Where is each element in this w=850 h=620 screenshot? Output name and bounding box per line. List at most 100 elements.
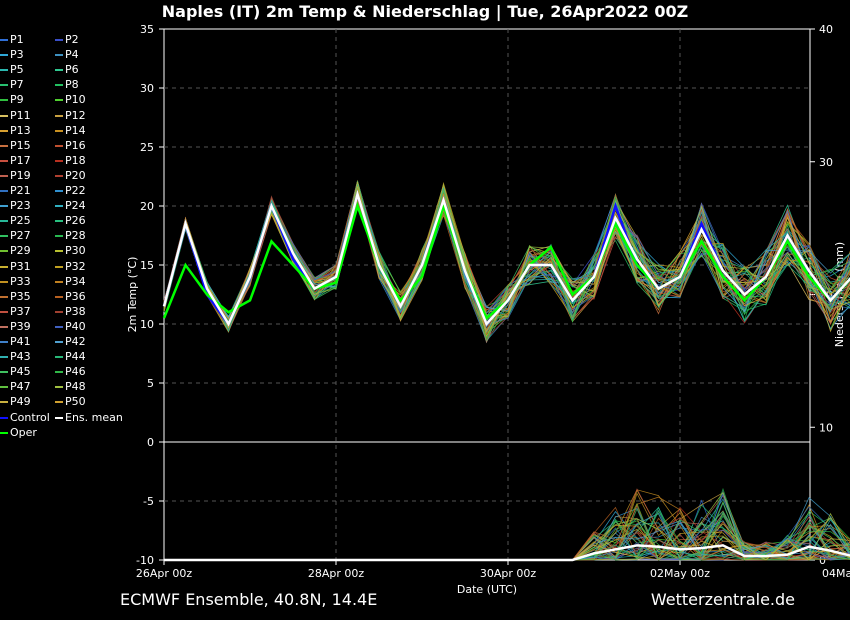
- series-ens-mean-precip: [164, 544, 850, 562]
- legend-label: P36: [65, 289, 86, 303]
- legend-item: P15: [0, 138, 31, 152]
- legend-item: P10: [55, 92, 86, 106]
- legend-label: P19: [10, 168, 31, 182]
- legend-label: P26: [65, 214, 86, 228]
- legend-label: P15: [10, 138, 31, 152]
- legend-item: P6: [55, 62, 79, 76]
- y-tick-label-right: 30: [819, 156, 833, 169]
- legend-item: P38: [55, 304, 86, 318]
- legend-swatch: [55, 54, 63, 57]
- legend-item: Ens. mean: [55, 410, 123, 424]
- legend-label: P47: [10, 380, 31, 394]
- legend-label: Ens. mean: [65, 410, 123, 424]
- legend-swatch: [0, 371, 8, 374]
- legend-label: P50: [65, 395, 86, 409]
- legend-label: P49: [10, 395, 31, 409]
- legend-label: P48: [65, 380, 86, 394]
- legend-label: P32: [65, 259, 86, 273]
- legend-label: P31: [10, 259, 31, 273]
- legend-label: P40: [65, 319, 86, 333]
- legend-swatch: [55, 114, 63, 117]
- y-tick-label-left: 20: [140, 200, 154, 213]
- legend-item: P35: [0, 289, 31, 303]
- legend-swatch: [0, 220, 8, 223]
- legend-label: P10: [65, 93, 86, 107]
- legend-label: P1: [10, 33, 24, 46]
- legend-swatch: [0, 356, 8, 359]
- legend-item: P34: [55, 274, 86, 288]
- x-tick-label: 26Apr 00z: [136, 567, 193, 580]
- legend-swatch: [55, 341, 63, 343]
- ensemble-member-line: [163, 197, 850, 326]
- legend-label: P46: [65, 365, 86, 379]
- legend-item: P29: [0, 243, 31, 257]
- legend-swatch: [0, 159, 8, 162]
- legend-label: P9: [10, 93, 24, 107]
- legend-swatch: [0, 280, 8, 283]
- x-tick-label: 28Apr 00z: [308, 567, 365, 580]
- legend-item: P27: [0, 228, 31, 242]
- legend-label: P2: [65, 33, 79, 46]
- legend-item: P46: [55, 364, 86, 378]
- legend-swatch: [0, 39, 8, 41]
- ensemble-member-precip: [164, 518, 850, 561]
- legend-swatch: [0, 401, 8, 404]
- series-ens-mean: [162, 189, 850, 327]
- legend-item: P49: [0, 394, 31, 408]
- footer-brand: Wetterzentrale.de: [650, 590, 795, 609]
- ensemble-member-line: [163, 182, 850, 333]
- legend-item: P31: [0, 259, 31, 273]
- legend-label: P43: [10, 350, 31, 364]
- legend-label: P3: [10, 48, 24, 62]
- y-tick-label-right: 10: [819, 421, 833, 434]
- legend-label: P7: [10, 78, 24, 92]
- legend-item: P39: [0, 319, 31, 333]
- legend-label: P8: [65, 78, 79, 92]
- legend-swatch: [55, 144, 63, 147]
- legend-item: P21: [0, 183, 31, 197]
- legend-swatch: [55, 190, 63, 192]
- legend-swatch: [55, 325, 63, 328]
- legend-item: P4: [55, 47, 79, 61]
- legend-swatch: [0, 250, 8, 253]
- legend-item: P32: [55, 259, 86, 273]
- y-tick-label-left: 30: [140, 82, 154, 95]
- legend-label: P20: [65, 168, 86, 182]
- legend-label: P6: [65, 63, 79, 77]
- legend-item: P40: [55, 319, 86, 333]
- legend-swatch: [55, 280, 63, 283]
- legend-label: P28: [65, 229, 86, 243]
- legend-item: P36: [55, 289, 86, 303]
- legend-item: P33: [0, 274, 31, 288]
- legend-label: P29: [10, 244, 31, 258]
- ensemble-member-line: [163, 194, 850, 319]
- legend-label: P38: [65, 304, 86, 318]
- legend-item: P42: [55, 334, 86, 348]
- footer-source: ECMWF Ensemble, 40.8N, 14.4E: [120, 590, 378, 609]
- legend-item: P43: [0, 349, 31, 363]
- legend-item: P17: [0, 153, 31, 167]
- legend-swatch: [55, 205, 63, 208]
- legend-swatch: [0, 174, 8, 177]
- legend-item: P41: [0, 334, 31, 348]
- legend-swatch: [0, 190, 8, 192]
- legend-swatch: [0, 325, 8, 328]
- ensemble-member-line: [163, 187, 850, 322]
- legend-swatch: [55, 39, 63, 41]
- legend-swatch: [55, 310, 63, 313]
- legend-swatch: [55, 401, 63, 404]
- legend-swatch: [0, 431, 8, 434]
- ensemble-member-line: [163, 199, 850, 334]
- legend-swatch: [55, 174, 63, 177]
- legend-item: P44: [55, 349, 86, 363]
- legend-item: P8: [55, 77, 79, 91]
- legend-item: P14: [55, 123, 86, 137]
- ensemble-member-line: [163, 181, 850, 322]
- chart-title: Naples (IT) 2m Temp & Niederschlag | Tue…: [161, 2, 689, 21]
- legend-item: P20: [55, 168, 86, 182]
- y-tick-label-left: -10: [136, 554, 154, 567]
- legend-label: P33: [10, 274, 31, 288]
- y-tick-label-left: 5: [147, 377, 154, 390]
- legend-swatch: [55, 386, 63, 389]
